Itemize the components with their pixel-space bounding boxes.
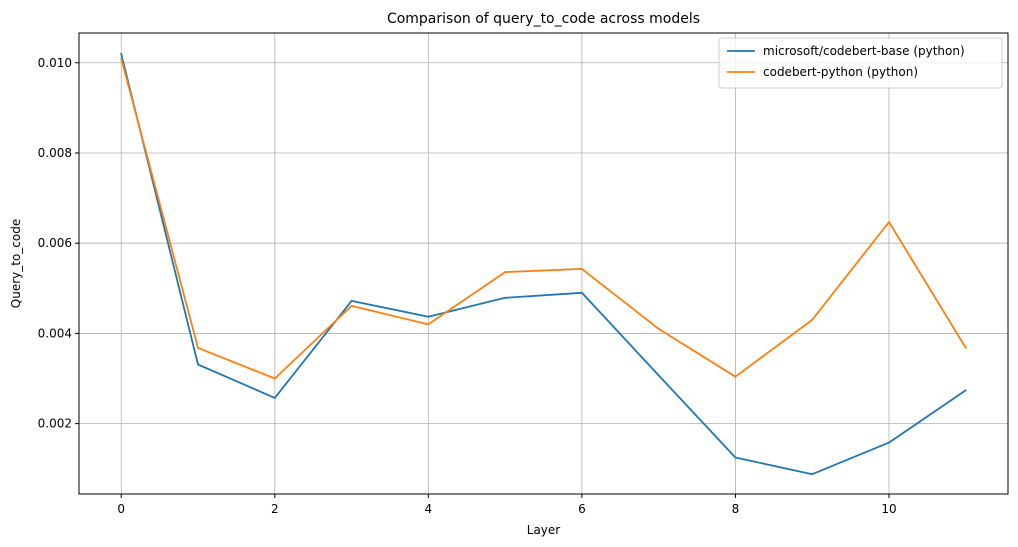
grid <box>79 33 1008 494</box>
data-point <box>273 397 276 399</box>
data-point <box>350 305 353 307</box>
series-line-2 <box>120 58 967 380</box>
data-point <box>580 268 583 270</box>
data-point <box>811 318 814 321</box>
chart-title: Comparison of query_to_code across model… <box>387 11 700 27</box>
x-axis-ticks: 0 2 4 6 8 10 <box>117 494 897 516</box>
x-tick-label: 6 <box>578 502 586 516</box>
data-point <box>964 346 967 349</box>
data-point <box>120 52 123 55</box>
data-point <box>734 375 737 378</box>
data-point <box>197 346 199 349</box>
y-tick-label: 0.004 <box>38 326 72 340</box>
legend-label: codebert-python (python) <box>763 65 918 79</box>
plot-area-frame <box>78 32 1009 495</box>
y-tick-label: 0.008 <box>38 146 72 160</box>
data-point <box>811 473 814 476</box>
data-point <box>657 374 660 377</box>
data-point <box>504 271 507 273</box>
data-point <box>427 315 430 318</box>
x-axis-title: Layer <box>527 523 561 537</box>
series-line-1 <box>120 53 967 476</box>
y-axis-title: Query_to_code <box>9 219 23 308</box>
x-tick-label: 0 <box>117 502 125 516</box>
data-point <box>580 291 583 294</box>
data-point <box>888 441 890 444</box>
y-tick-label: 0.002 <box>38 417 72 431</box>
data-point <box>120 57 123 60</box>
x-tick-label: 4 <box>425 502 433 516</box>
x-tick-label: 8 <box>732 502 740 516</box>
y-tick-label: 0.010 <box>38 56 72 70</box>
data-point <box>964 389 967 392</box>
data-point <box>197 363 199 366</box>
data-point <box>273 377 276 380</box>
y-tick-label: 0.006 <box>38 236 72 250</box>
data-point <box>427 323 430 326</box>
y-axis-ticks: 0.002 0.004 0.006 0.008 0.010 <box>38 56 79 431</box>
data-point <box>734 456 737 459</box>
x-tick-label: 2 <box>271 502 279 516</box>
series-lines <box>120 52 967 476</box>
data-point <box>504 296 507 299</box>
data-point <box>888 221 890 223</box>
data-point <box>350 300 353 302</box>
legend-box <box>718 37 1003 89</box>
x-tick-label: 10 <box>881 502 896 516</box>
data-point <box>657 328 660 330</box>
legend-label: microsoft/codebert-base (python) <box>763 44 965 58</box>
legend: microsoft/codebert-base (python) codebert… <box>718 37 1003 89</box>
